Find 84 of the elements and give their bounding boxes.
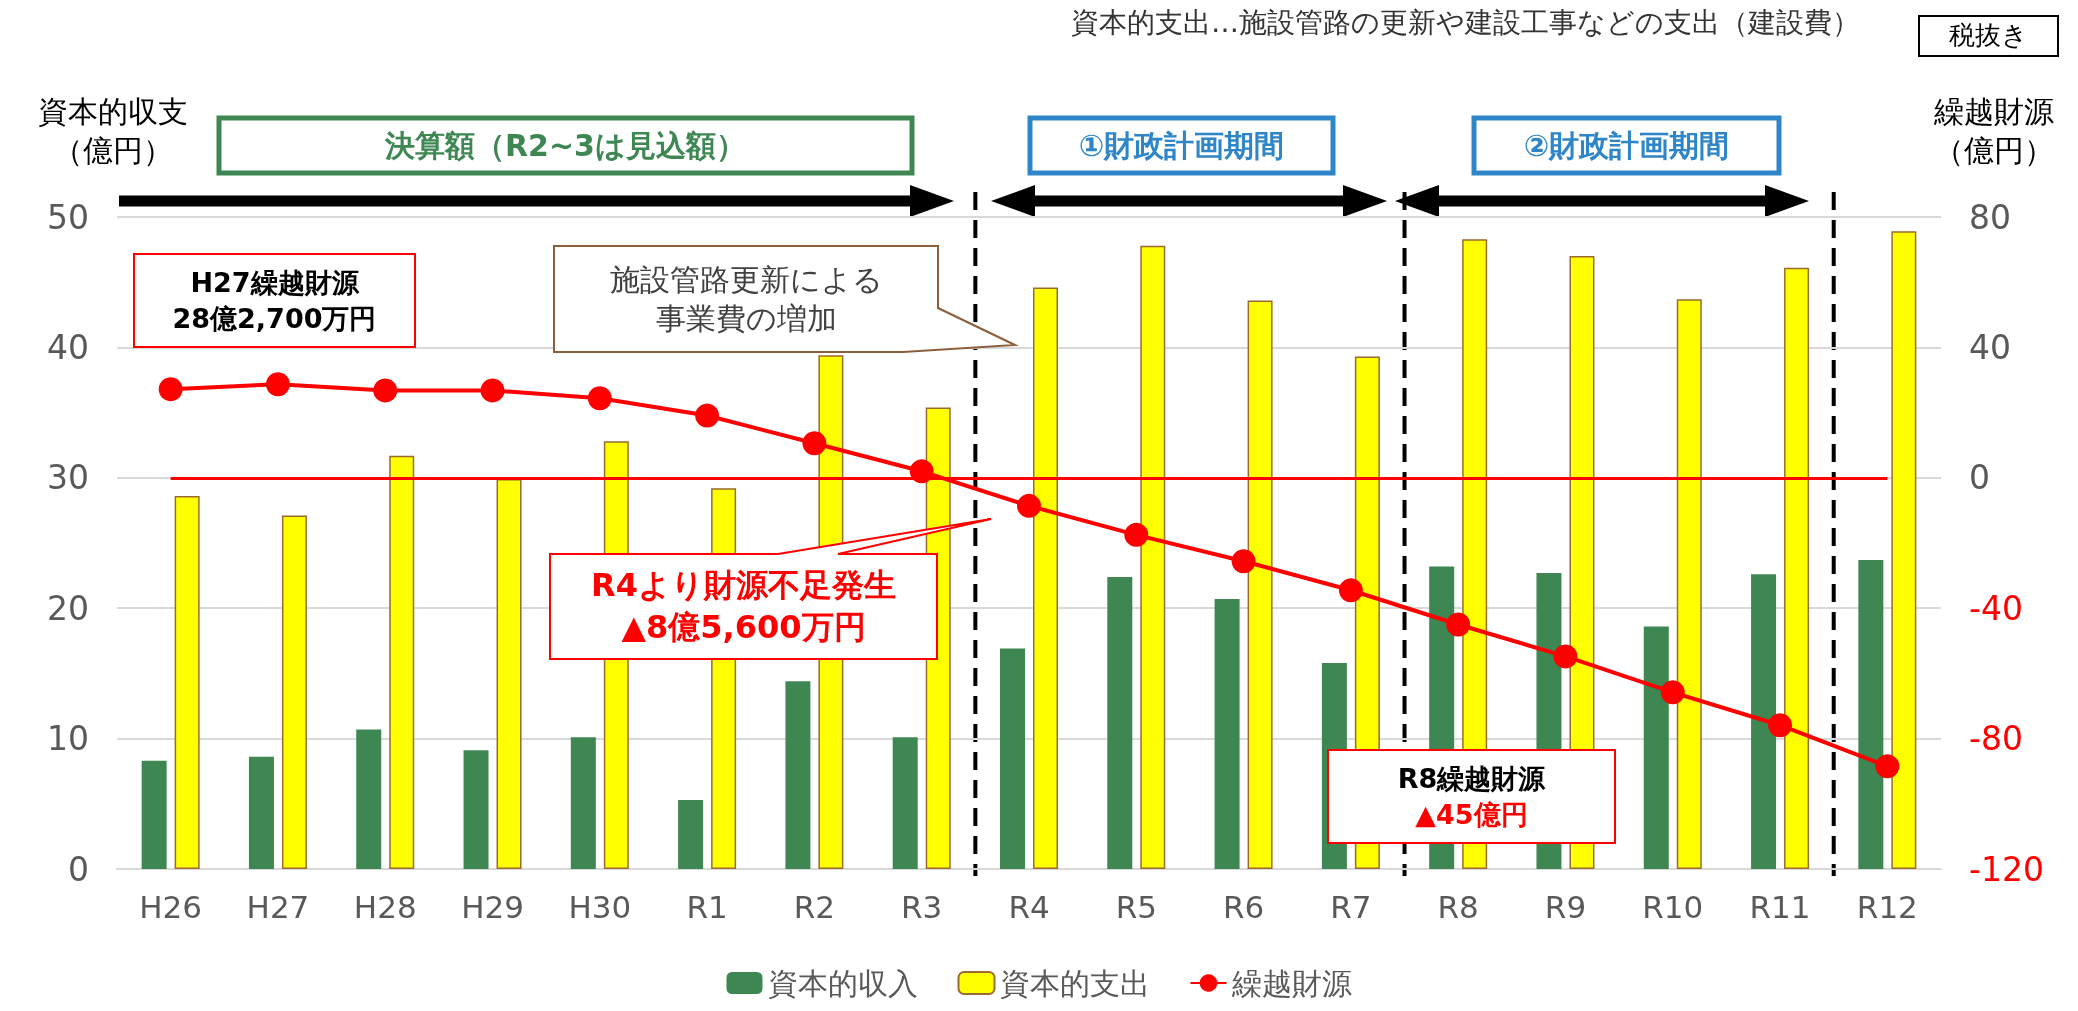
x-tick-label: R7 [1330, 888, 1372, 925]
bar [1107, 576, 1133, 869]
bar [1033, 287, 1058, 869]
bar [892, 737, 918, 869]
y-axis-title: 資本的収支（億円） [37, 93, 189, 170]
point [1338, 578, 1363, 603]
y2-tick-label: -120 [1969, 849, 2044, 889]
annotation: R8繰越財源 ▲45億円 [1397, 762, 1546, 832]
x-tick-label: H30 [568, 888, 632, 925]
bar [1643, 626, 1669, 869]
y2-tick-label: 40 [1969, 327, 2011, 367]
y-tick-label: 40 [47, 327, 89, 367]
point [695, 403, 720, 428]
y2-tick-label: 0 [1969, 458, 1990, 498]
text: ①財政計画期間 [1078, 127, 1285, 165]
x-tick-label: R4 [1008, 888, 1050, 925]
x-tick-label: H28 [353, 888, 417, 925]
point [1553, 644, 1578, 669]
point [373, 378, 398, 403]
point [1660, 680, 1685, 705]
text: 税抜き [1949, 19, 2028, 53]
legend-label: 資本的支出 [999, 965, 1150, 1001]
x-tick-label: R5 [1115, 888, 1157, 925]
bar [570, 737, 596, 869]
annotation: R4より財源不足発生 ▲8億5,600万円 [591, 564, 896, 648]
x-tick-label: R3 [901, 888, 943, 925]
x-tick-label: R12 [1856, 888, 1918, 925]
chart-subtitle: 資本的支出…施設管路の更新や建設工事などの支出（建設費） [1071, 5, 1860, 39]
point [1017, 493, 1041, 518]
y-tick-label: 10 [47, 719, 89, 759]
bar [1140, 245, 1166, 869]
y2-axis-title: 繰越財源（億円） [1933, 93, 2055, 170]
bar [1751, 574, 1777, 869]
x-tick-label: R10 [1642, 888, 1704, 925]
point [909, 459, 934, 484]
annotation: H27繰越財源 28億2,700万円 [172, 266, 377, 336]
bar [1784, 267, 1810, 869]
bar [678, 799, 704, 869]
x-tick-label: H26 [139, 888, 203, 925]
bar [463, 750, 489, 869]
bar [281, 515, 307, 869]
point [1768, 713, 1793, 738]
y-tick-label: 30 [47, 458, 89, 498]
x-tick-label: R6 [1222, 888, 1265, 925]
x-tick-label: H29 [461, 888, 524, 925]
point [1446, 612, 1471, 637]
y2-tick-label: -40 [1969, 588, 2023, 628]
bar [1247, 300, 1273, 869]
y-tick-label: 20 [47, 588, 89, 628]
x-tick-label: R8 [1437, 888, 1479, 925]
point [480, 378, 505, 403]
text: 決算額（R2~3は見込額） [385, 127, 746, 165]
point [802, 431, 827, 456]
bar [389, 455, 415, 869]
bar [1214, 599, 1240, 869]
point [587, 386, 612, 411]
bar [356, 729, 382, 869]
legend-label: 資本的収入 [767, 965, 918, 1001]
point [1124, 522, 1149, 547]
bar [1676, 299, 1702, 869]
y2-tick-label: -80 [1969, 719, 2023, 759]
x-tick-label: H27 [246, 888, 310, 925]
bar [174, 496, 200, 869]
bar [785, 681, 811, 869]
y-tick-label: 0 [68, 849, 89, 889]
point [1875, 754, 1900, 779]
bar [1891, 231, 1917, 869]
annotation: 施設管路更新による事業費の増加 [608, 261, 884, 338]
x-tick-label: R1 [686, 888, 728, 925]
legend-label: 繰越財源 [1230, 965, 1352, 1001]
text: ②財政計画期間 [1523, 127, 1730, 165]
y2-tick-label: 80 [1969, 197, 2011, 237]
bar [1000, 648, 1025, 869]
point [265, 372, 290, 397]
bar [248, 756, 274, 869]
bar [496, 479, 522, 869]
y-tick-label: 50 [47, 197, 89, 237]
x-tick-label: R2 [793, 888, 836, 925]
point [1231, 549, 1256, 574]
x-tick-label: R11 [1749, 888, 1811, 925]
x-tick-label: R9 [1544, 888, 1587, 925]
point [158, 377, 183, 402]
bar [141, 760, 167, 869]
bar [1858, 559, 1884, 869]
